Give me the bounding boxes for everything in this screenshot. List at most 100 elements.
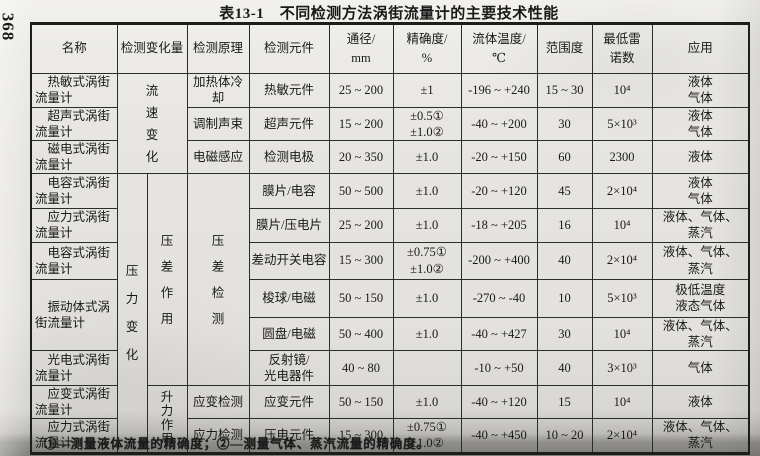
table-row: 应力式涡街 流量计 应力检测 压电元件 15 ~ 300 ±0.75① ±1.0… (30, 418, 750, 454)
cell-group-lift-action: 升力作用 (146, 385, 188, 454)
cell-temperature: -40 ~ +120 (460, 385, 538, 419)
cell-accuracy: ±1.0 (392, 385, 462, 419)
cell-temperature: -40 ~ +450 (460, 418, 538, 454)
cell-application: 液体、气体、 蒸汽 (651, 208, 750, 243)
cell-reynolds: 3×10³ (591, 350, 653, 386)
cell-accuracy (392, 350, 462, 386)
cell-name: 应力式涡街 流量计 (30, 418, 118, 454)
cell-diameter: 15 ~ 300 (328, 241, 394, 280)
cell-accuracy: ±1.0 (392, 208, 462, 243)
cell-accuracy: ±0.75① ±1.0② (392, 418, 462, 454)
cell-rangeability: 40 (536, 241, 593, 280)
vertical-label: 压差检测 (211, 233, 225, 326)
cell-element: 压电元件 (248, 418, 330, 454)
cell-application: 液体、气体、 蒸汽 (651, 316, 750, 351)
cell-application: 液体 (651, 140, 750, 174)
cell-diameter: 40 ~ 80 (328, 350, 394, 386)
cell-temperature: -10 ~ +50 (460, 350, 538, 386)
cell-element: 应变元件 (248, 385, 330, 419)
cell-temperature: -20 ~ +120 (460, 173, 538, 209)
table-row: 圆盘/电磁 50 ~ 400 ±1.0 -40 ~ +427 30 10⁴ 液体… (31, 316, 750, 351)
cell-name: 磁电式涡街 流量计 (30, 140, 118, 174)
cell-accuracy: ±1 (392, 73, 462, 108)
cell-rangeability: 15 ~ 30 (536, 73, 593, 108)
cell-temperature: -40 ~ +200 (460, 106, 538, 141)
cell-application: 液体 气体 (651, 106, 750, 141)
vertical-label: 压差作用 (160, 233, 174, 326)
table-row: 应力式涡街 流量计 膜片/压电片 25 ~ 200 ±1.0 -18 ~ +20… (30, 208, 750, 243)
cell-diameter: 50 ~ 400 (328, 316, 394, 351)
cell-element: 梭球/电磁 (248, 278, 330, 318)
cell-diameter: 50 ~ 150 (328, 278, 394, 318)
table-row: 电容式涡街 流量计 差动开关电容 15 ~ 300 ±0.75① ±1.0② -… (30, 241, 750, 280)
cell-reynolds: 2×10⁴ (591, 418, 653, 454)
cell-temperature: -18 ~ +205 (460, 208, 538, 243)
cell-application: 液体 气体 (651, 173, 750, 209)
cell-temperature: -196 ~ +240 (460, 73, 538, 108)
cell-application: 极低温度 液态气体 (651, 278, 750, 318)
vertical-label: 流速变化 (145, 83, 159, 164)
vertical-label: 压力变化 (125, 263, 139, 362)
col-header-reynolds: 最低雷 诺数 (591, 23, 653, 74)
cell-rangeability: 30 (536, 106, 593, 141)
cell-temperature: -200 ~ +400 (460, 241, 538, 280)
cell-element: 圆盘/电磁 (248, 316, 330, 351)
table-row: 光电式涡街 流量计 反射镜/ 光电器件 40 ~ 80 -10 ~ +50 40… (30, 350, 750, 386)
cell-element: 膜片/电容 (248, 173, 330, 209)
cell-rangeability: 30 (536, 316, 593, 351)
cell-name: 电容式涡街 流量计 (30, 173, 118, 209)
cell-principle: 调制声束 (186, 106, 250, 141)
cell-accuracy: ±1.0 (392, 140, 462, 174)
cell-name: 光电式涡街 流量计 (30, 350, 118, 386)
cell-name: 应变式涡街 流量计 (30, 385, 118, 419)
cell-accuracy: ±0.75① ±1.0② (392, 241, 462, 280)
cell-principle: 应力检测 (186, 418, 250, 454)
col-header-application: 应用 (651, 23, 750, 74)
cell-group-diff-pressure-detection: 压差检测 (186, 173, 250, 386)
header-row: 名称 检测变化量 检测原理 检测元件 通径/ mm 精确度/ % 流体温度/ ℃… (30, 23, 750, 74)
cell-element: 检测电极 (248, 140, 330, 174)
col-header-temperature: 流体温度/ ℃ (460, 23, 538, 74)
footnote: ①—测量液体流量的精确度；②—测量气体、蒸汽流量的精确度。 (44, 437, 430, 451)
cell-application: 液体、气体、 蒸汽 (651, 418, 750, 454)
cell-application: 液体 气体 (651, 73, 750, 108)
cell-rangeability: 10 ~ 20 (536, 418, 593, 454)
col-header-principle: 检测原理 (186, 23, 250, 74)
cell-diameter: 20 ~ 350 (328, 140, 394, 174)
cell-reynolds: 5×10³ (591, 278, 653, 318)
col-header-rangeability: 范围度 (536, 23, 593, 74)
cell-group-diff-pressure-action: 压差作用 (146, 173, 188, 386)
cell-name: 电容式涡街 流量计 (30, 241, 118, 280)
cell-diameter: 15 ~ 300 (328, 418, 394, 454)
cell-name: 热敏式涡街 流量计 (30, 73, 118, 108)
col-header-variable: 检测变化量 (116, 23, 188, 74)
cell-name: 振动体式涡 街流量计 (30, 278, 118, 351)
table-title: 表13-1 不同检测方法涡街流量计的主要技术性能 (219, 6, 559, 22)
cell-rangeability: 40 (536, 350, 593, 386)
page-number: 368 (0, 12, 18, 42)
cell-group-velocity-change: 流速变化 (116, 73, 188, 174)
cell-accuracy: ±1.0 (392, 316, 462, 351)
cell-reynolds: 2×10⁴ (591, 173, 653, 209)
cell-principle: 加热体冷却 (186, 73, 250, 108)
cell-diameter: 50 ~ 500 (328, 173, 394, 209)
cell-accuracy: ±1.0 (392, 173, 462, 209)
cell-accuracy: ±0.5① ±1.0② (392, 106, 462, 141)
cell-reynolds: 2×10⁴ (591, 241, 653, 280)
table-row: 超声式涡街 流量计 调制声束 超声元件 15 ~ 200 ±0.5① ±1.0②… (30, 106, 750, 141)
cell-rangeability: 60 (536, 140, 593, 174)
cell-reynolds: 10⁴ (591, 385, 653, 419)
cell-application: 液体、气体、 蒸汽 (651, 241, 750, 280)
table-row: 热敏式涡街 流量计 流速变化 加热体冷却 热敏元件 25 ~ 200 ±1 -1… (30, 73, 750, 174)
cell-principle: 应变检测 (186, 385, 250, 419)
cell-group-pressure-change: 压力变化 (116, 173, 148, 454)
col-header-name: 名称 (30, 23, 118, 74)
cell-reynolds: 10⁴ (591, 208, 653, 243)
col-header-accuracy: 精确度/ % (392, 23, 462, 74)
col-header-diameter: 通径/ mm (328, 23, 394, 74)
vortex-flowmeter-performance-table: 名称 检测变化量 检测原理 检测元件 通径/ mm 精确度/ % 流体温度/ ℃… (30, 22, 751, 455)
cell-element: 反射镜/ 光电器件 (248, 350, 330, 386)
cell-name: 应力式涡街 流量计 (30, 208, 118, 243)
table-row: 电容式涡街 流量计 压力变化 压差作用 压差检测 膜片/电容 50 ~ 500 … (30, 173, 750, 454)
